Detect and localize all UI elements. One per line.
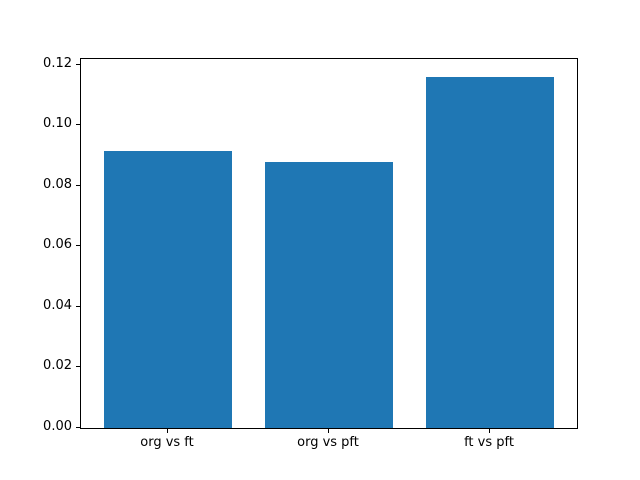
y-tick-label: 0.12 bbox=[43, 55, 72, 71]
y-tick-label: 0.00 bbox=[43, 419, 72, 434]
x-tick-label: ft vs pft bbox=[464, 435, 514, 450]
y-tick-label: 0.06 bbox=[43, 237, 72, 253]
bar-org-vs-ft bbox=[103, 150, 233, 428]
x-tick-mark bbox=[167, 429, 168, 433]
y-tick-label: 0.10 bbox=[43, 116, 72, 131]
y-tick-label: 0.08 bbox=[43, 176, 72, 192]
y-tick-mark bbox=[76, 305, 80, 307]
x-tick-mark bbox=[328, 429, 329, 433]
bar-ft-vs-pft bbox=[425, 76, 555, 428]
y-tick-mark bbox=[76, 63, 80, 65]
y-tick-mark bbox=[76, 427, 80, 428]
bar-org-vs-pft bbox=[264, 162, 394, 428]
y-tick-mark bbox=[76, 366, 80, 368]
y-tick-mark bbox=[76, 124, 80, 125]
y-tick-mark bbox=[76, 245, 80, 247]
plot-area bbox=[80, 58, 578, 429]
y-tick-label: 0.04 bbox=[43, 297, 72, 313]
x-tick-label: org vs pft bbox=[297, 435, 359, 450]
x-tick-label: org vs ft bbox=[140, 435, 194, 450]
y-tick-mark bbox=[76, 184, 80, 186]
y-tick-label: 0.02 bbox=[43, 358, 72, 374]
x-tick-mark bbox=[489, 429, 490, 433]
